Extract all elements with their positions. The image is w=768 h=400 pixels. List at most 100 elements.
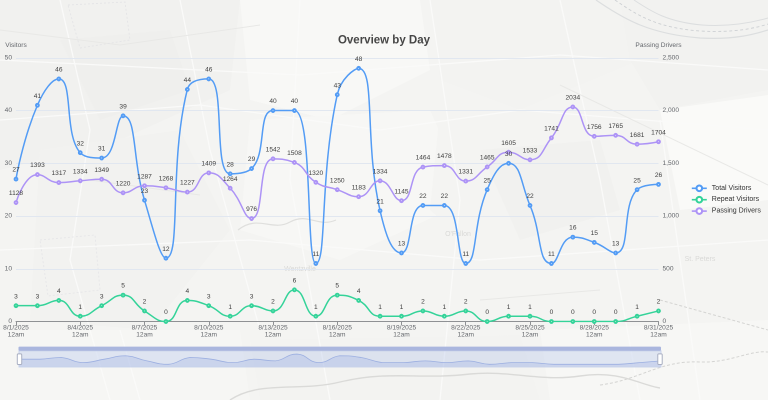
svg-text:1765: 1765 [608, 123, 623, 130]
svg-text:Passing Drivers: Passing Drivers [635, 42, 682, 49]
svg-text:21: 21 [376, 198, 384, 205]
svg-text:27: 27 [12, 167, 20, 174]
svg-text:8/4/2025: 8/4/2025 [67, 325, 93, 332]
svg-text:8/25/2025: 8/25/2025 [515, 325, 545, 332]
svg-text:31: 31 [98, 146, 106, 153]
svg-text:2: 2 [657, 299, 661, 306]
svg-text:1: 1 [228, 304, 232, 311]
svg-text:48: 48 [355, 56, 363, 63]
svg-text:5: 5 [335, 283, 339, 290]
svg-text:15: 15 [591, 230, 599, 237]
svg-text:25: 25 [633, 177, 641, 184]
svg-text:1508: 1508 [287, 150, 302, 157]
svg-text:32: 32 [77, 140, 85, 147]
svg-text:1183: 1183 [352, 184, 367, 191]
svg-text:2: 2 [421, 299, 425, 306]
svg-text:1: 1 [314, 304, 318, 311]
svg-text:2: 2 [143, 299, 147, 306]
svg-text:12am: 12am [650, 332, 667, 339]
svg-text:2: 2 [464, 299, 468, 306]
svg-text:1741: 1741 [544, 125, 559, 132]
svg-text:2,000: 2,000 [663, 107, 680, 114]
svg-text:3: 3 [14, 293, 18, 300]
svg-text:12am: 12am [136, 332, 153, 339]
svg-text:11: 11 [312, 251, 319, 258]
svg-text:1268: 1268 [159, 175, 174, 182]
svg-text:1: 1 [378, 304, 382, 311]
svg-text:1605: 1605 [501, 140, 516, 147]
svg-text:1331: 1331 [458, 169, 473, 176]
svg-text:0: 0 [164, 309, 168, 316]
svg-text:1393: 1393 [30, 162, 45, 169]
svg-text:12am: 12am [265, 332, 282, 339]
svg-text:12am: 12am [201, 332, 218, 339]
svg-text:1,500: 1,500 [663, 160, 680, 167]
svg-text:1: 1 [528, 304, 532, 311]
svg-text:8/10/2025: 8/10/2025 [194, 325, 224, 332]
svg-text:3: 3 [207, 293, 211, 300]
svg-text:1334: 1334 [373, 168, 388, 175]
svg-text:St. Peters: St. Peters [685, 256, 716, 263]
svg-text:0: 0 [614, 309, 618, 316]
svg-text:40: 40 [5, 107, 13, 114]
svg-text:Repeat Visitors: Repeat Visitors [712, 196, 760, 203]
svg-text:1334: 1334 [73, 168, 88, 175]
svg-text:6: 6 [293, 277, 297, 284]
svg-text:12am: 12am [329, 332, 346, 339]
svg-text:1349: 1349 [94, 167, 109, 174]
svg-text:1542: 1542 [266, 146, 281, 153]
svg-text:12am: 12am [522, 332, 539, 339]
svg-text:Passing Drivers: Passing Drivers [712, 208, 762, 215]
svg-text:4: 4 [357, 288, 361, 295]
svg-text:1478: 1478 [437, 153, 452, 160]
svg-text:0: 0 [550, 309, 554, 316]
svg-text:10: 10 [5, 265, 13, 272]
svg-text:41: 41 [34, 93, 42, 100]
svg-text:0: 0 [571, 309, 575, 316]
svg-text:22: 22 [419, 193, 427, 200]
svg-text:1317: 1317 [51, 170, 66, 177]
svg-text:0: 0 [592, 309, 596, 316]
svg-text:Visitors: Visitors [5, 42, 27, 49]
svg-text:39: 39 [119, 103, 127, 110]
svg-text:28: 28 [226, 161, 234, 168]
svg-text:500: 500 [663, 265, 674, 272]
svg-text:8/19/2025: 8/19/2025 [387, 325, 417, 332]
svg-text:1464: 1464 [416, 155, 431, 162]
svg-text:1409: 1409 [201, 160, 216, 167]
svg-text:12am: 12am [393, 332, 410, 339]
svg-text:1250: 1250 [330, 177, 345, 184]
svg-text:12am: 12am [586, 332, 603, 339]
svg-text:26: 26 [655, 172, 663, 179]
svg-text:976: 976 [246, 206, 257, 213]
svg-text:0: 0 [485, 309, 489, 316]
svg-text:Total Visitors: Total Visitors [712, 185, 752, 192]
svg-text:1: 1 [442, 304, 446, 311]
svg-text:50: 50 [5, 54, 13, 61]
svg-text:1,000: 1,000 [663, 213, 680, 220]
svg-text:1220: 1220 [116, 180, 131, 187]
svg-text:1681: 1681 [630, 132, 645, 139]
svg-text:1145: 1145 [394, 188, 409, 195]
svg-text:1264: 1264 [223, 176, 238, 183]
svg-text:8/31/2025: 8/31/2025 [644, 325, 674, 332]
svg-text:40: 40 [291, 98, 299, 105]
svg-text:29: 29 [248, 156, 256, 163]
svg-text:46: 46 [205, 66, 213, 73]
svg-text:25: 25 [483, 177, 491, 184]
svg-text:3: 3 [250, 293, 254, 300]
svg-text:8/16/2025: 8/16/2025 [323, 325, 353, 332]
svg-text:12am: 12am [72, 332, 89, 339]
svg-text:8/7/2025: 8/7/2025 [132, 325, 158, 332]
svg-text:1128: 1128 [9, 190, 24, 197]
svg-text:1533: 1533 [523, 147, 538, 154]
svg-text:3: 3 [100, 293, 104, 300]
svg-text:30: 30 [505, 151, 513, 158]
svg-text:12am: 12am [458, 332, 475, 339]
svg-text:4: 4 [185, 288, 189, 295]
svg-text:0: 0 [663, 318, 667, 325]
svg-text:20: 20 [5, 213, 13, 220]
svg-text:1: 1 [635, 304, 639, 311]
svg-text:1: 1 [78, 304, 82, 311]
svg-text:30: 30 [5, 160, 13, 167]
